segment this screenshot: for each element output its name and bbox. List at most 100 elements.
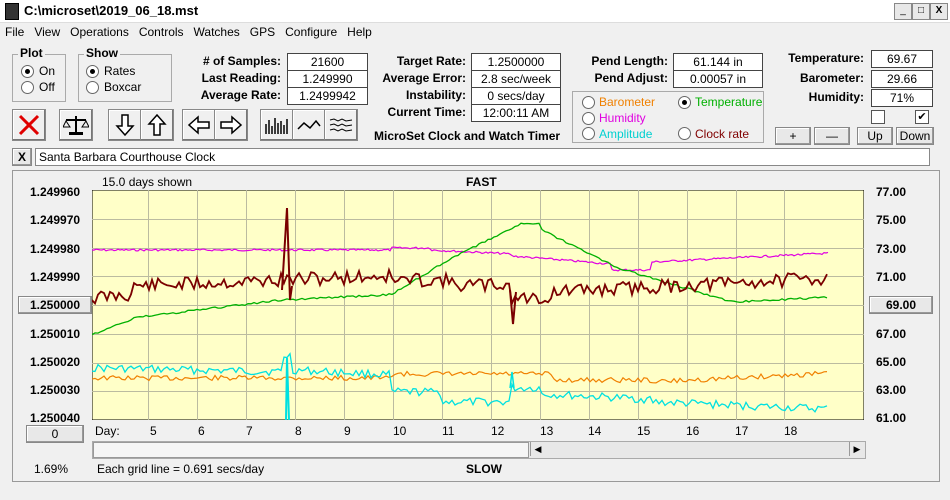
- plot-off-radio[interactable]: [21, 81, 34, 94]
- option-checkbox-2[interactable]: ✔: [915, 110, 929, 124]
- app-caption: MicroSet Clock and Watch Timer: [374, 129, 561, 143]
- down-arrow-button[interactable]: [108, 109, 142, 141]
- left-axis-label: 1.249980: [30, 242, 81, 256]
- menu-view[interactable]: View: [34, 25, 61, 39]
- menu-file[interactable]: File: [5, 25, 25, 39]
- right-center-button[interactable]: 69.00: [869, 296, 933, 314]
- plot-on-radio[interactable]: [21, 65, 34, 78]
- amplitude-option-label: Amplitude: [599, 127, 653, 141]
- samples-label: # of Samples:: [202, 54, 281, 68]
- plot-off-label: Off: [39, 80, 55, 94]
- barometer-field: 29.66: [871, 70, 933, 88]
- bar-graph-button[interactable]: [260, 109, 294, 141]
- show-boxcar-radio[interactable]: [86, 81, 99, 94]
- day-label: 14: [588, 424, 602, 438]
- right-arrow-button[interactable]: [214, 109, 248, 141]
- right-axis-label: 63.00: [876, 383, 907, 397]
- barometer-label: Barometer:: [799, 71, 864, 85]
- left-axis-label: 1.250030: [30, 383, 81, 397]
- series-line: [92, 222, 828, 336]
- up-arrow-button[interactable]: [140, 109, 174, 141]
- left-axis-label: 1.249970: [30, 213, 81, 227]
- scale-icon: [63, 116, 89, 135]
- option-checkbox-1[interactable]: [871, 110, 885, 124]
- pend-adjust-label: Pend Adjust:: [594, 71, 668, 85]
- day-label: 5: [150, 424, 157, 438]
- minus-button[interactable]: —: [814, 127, 850, 145]
- zero-button[interactable]: 0: [26, 425, 84, 443]
- menu-gps[interactable]: GPS: [249, 25, 276, 39]
- temperature-field: 69.67: [871, 50, 933, 68]
- horizontal-scrollbar[interactable]: ◀ ▶: [92, 441, 866, 459]
- left-axis-label: 1.250010: [30, 327, 81, 341]
- show-rates-radio[interactable]: [86, 65, 99, 78]
- up-button[interactable]: Up: [857, 127, 893, 145]
- temperature-radio[interactable]: [678, 96, 691, 109]
- target-rate-field[interactable]: 1.2500000: [471, 53, 561, 71]
- menu-operations[interactable]: Operations: [70, 25, 129, 39]
- clear-name-button[interactable]: X: [12, 148, 32, 166]
- series-line: [281, 207, 293, 301]
- humidity-radio[interactable]: [582, 112, 595, 125]
- menu-configure[interactable]: Configure: [285, 25, 338, 39]
- balance-button[interactable]: [59, 109, 93, 141]
- menu-help[interactable]: Help: [347, 25, 372, 39]
- instability-field: 0 secs/day: [471, 87, 561, 105]
- series-line: [92, 352, 828, 413]
- close-button[interactable]: X: [930, 3, 948, 20]
- clock-rate-option-label: Clock rate: [695, 127, 750, 141]
- line-graph-button[interactable]: [292, 109, 326, 141]
- minimize-button[interactable]: _: [894, 3, 912, 20]
- scroll-right-arrow[interactable]: ▶: [849, 442, 864, 456]
- down-arrow-icon: [115, 114, 135, 137]
- average-error-field: 2.8 sec/week: [471, 70, 561, 88]
- plus-button[interactable]: +: [775, 127, 811, 145]
- day-label: 17: [735, 424, 749, 438]
- day-label: 11: [442, 424, 455, 438]
- right-axis-label: 71.00: [876, 270, 907, 284]
- barometer-radio[interactable]: [582, 96, 595, 109]
- percent-label: 1.69%: [34, 462, 69, 476]
- day-label: 16: [686, 424, 700, 438]
- left-center-button[interactable]: 1.250000: [18, 296, 92, 314]
- fast-label: FAST: [466, 175, 497, 189]
- series-line: [509, 289, 517, 325]
- grid-note: Each grid line = 0.691 secs/day: [97, 462, 265, 476]
- line-graph-icon: [297, 119, 321, 130]
- plot-on-label: On: [39, 64, 56, 78]
- menu-controls[interactable]: Controls: [138, 25, 184, 39]
- pend-length-field: 61.144 in: [673, 53, 763, 71]
- series-line: [285, 357, 290, 420]
- pend-length-label: Pend Length:: [591, 54, 668, 68]
- humidity-label: Humidity:: [808, 90, 864, 104]
- day-label: 8: [295, 424, 302, 438]
- series-line: [509, 371, 515, 389]
- right-arrow-icon: [220, 115, 243, 135]
- temperature-option-label: Temperature: [695, 95, 763, 109]
- scroll-thumb[interactable]: [93, 442, 529, 458]
- day-label: 13: [540, 424, 554, 438]
- title-bar: C:\microset\2019_06_18.mst _ □ X: [0, 0, 950, 23]
- left-arrow-button[interactable]: [182, 109, 216, 141]
- left-axis-label: 1.250020: [30, 355, 81, 369]
- left-arrow-icon: [187, 115, 210, 135]
- right-axis-label: 61.00: [876, 411, 907, 425]
- clear-data-button[interactable]: [12, 109, 46, 141]
- average-error-label: Average Error:: [382, 71, 466, 85]
- down-button[interactable]: Down: [896, 127, 934, 145]
- instability-label: Instability:: [405, 88, 466, 102]
- sensor-options-group: [572, 91, 764, 143]
- amplitude-radio[interactable]: [582, 127, 595, 140]
- menu-watches[interactable]: Watches: [193, 25, 240, 39]
- samples-field: 21600: [287, 53, 368, 71]
- humidity-option-label: Humidity: [599, 111, 646, 125]
- multi-line-button[interactable]: [324, 109, 358, 141]
- scroll-left-arrow[interactable]: ◀: [530, 442, 545, 456]
- chart-panel: [12, 170, 940, 482]
- average-rate-label: Average Rate:: [200, 88, 281, 102]
- clock-rate-radio[interactable]: [678, 127, 691, 140]
- clock-name-input[interactable]: Santa Barbara Courthouse Clock: [35, 148, 930, 166]
- red-x-icon: [18, 114, 40, 136]
- maximize-button[interactable]: □: [912, 3, 930, 20]
- day-label: 15: [637, 424, 651, 438]
